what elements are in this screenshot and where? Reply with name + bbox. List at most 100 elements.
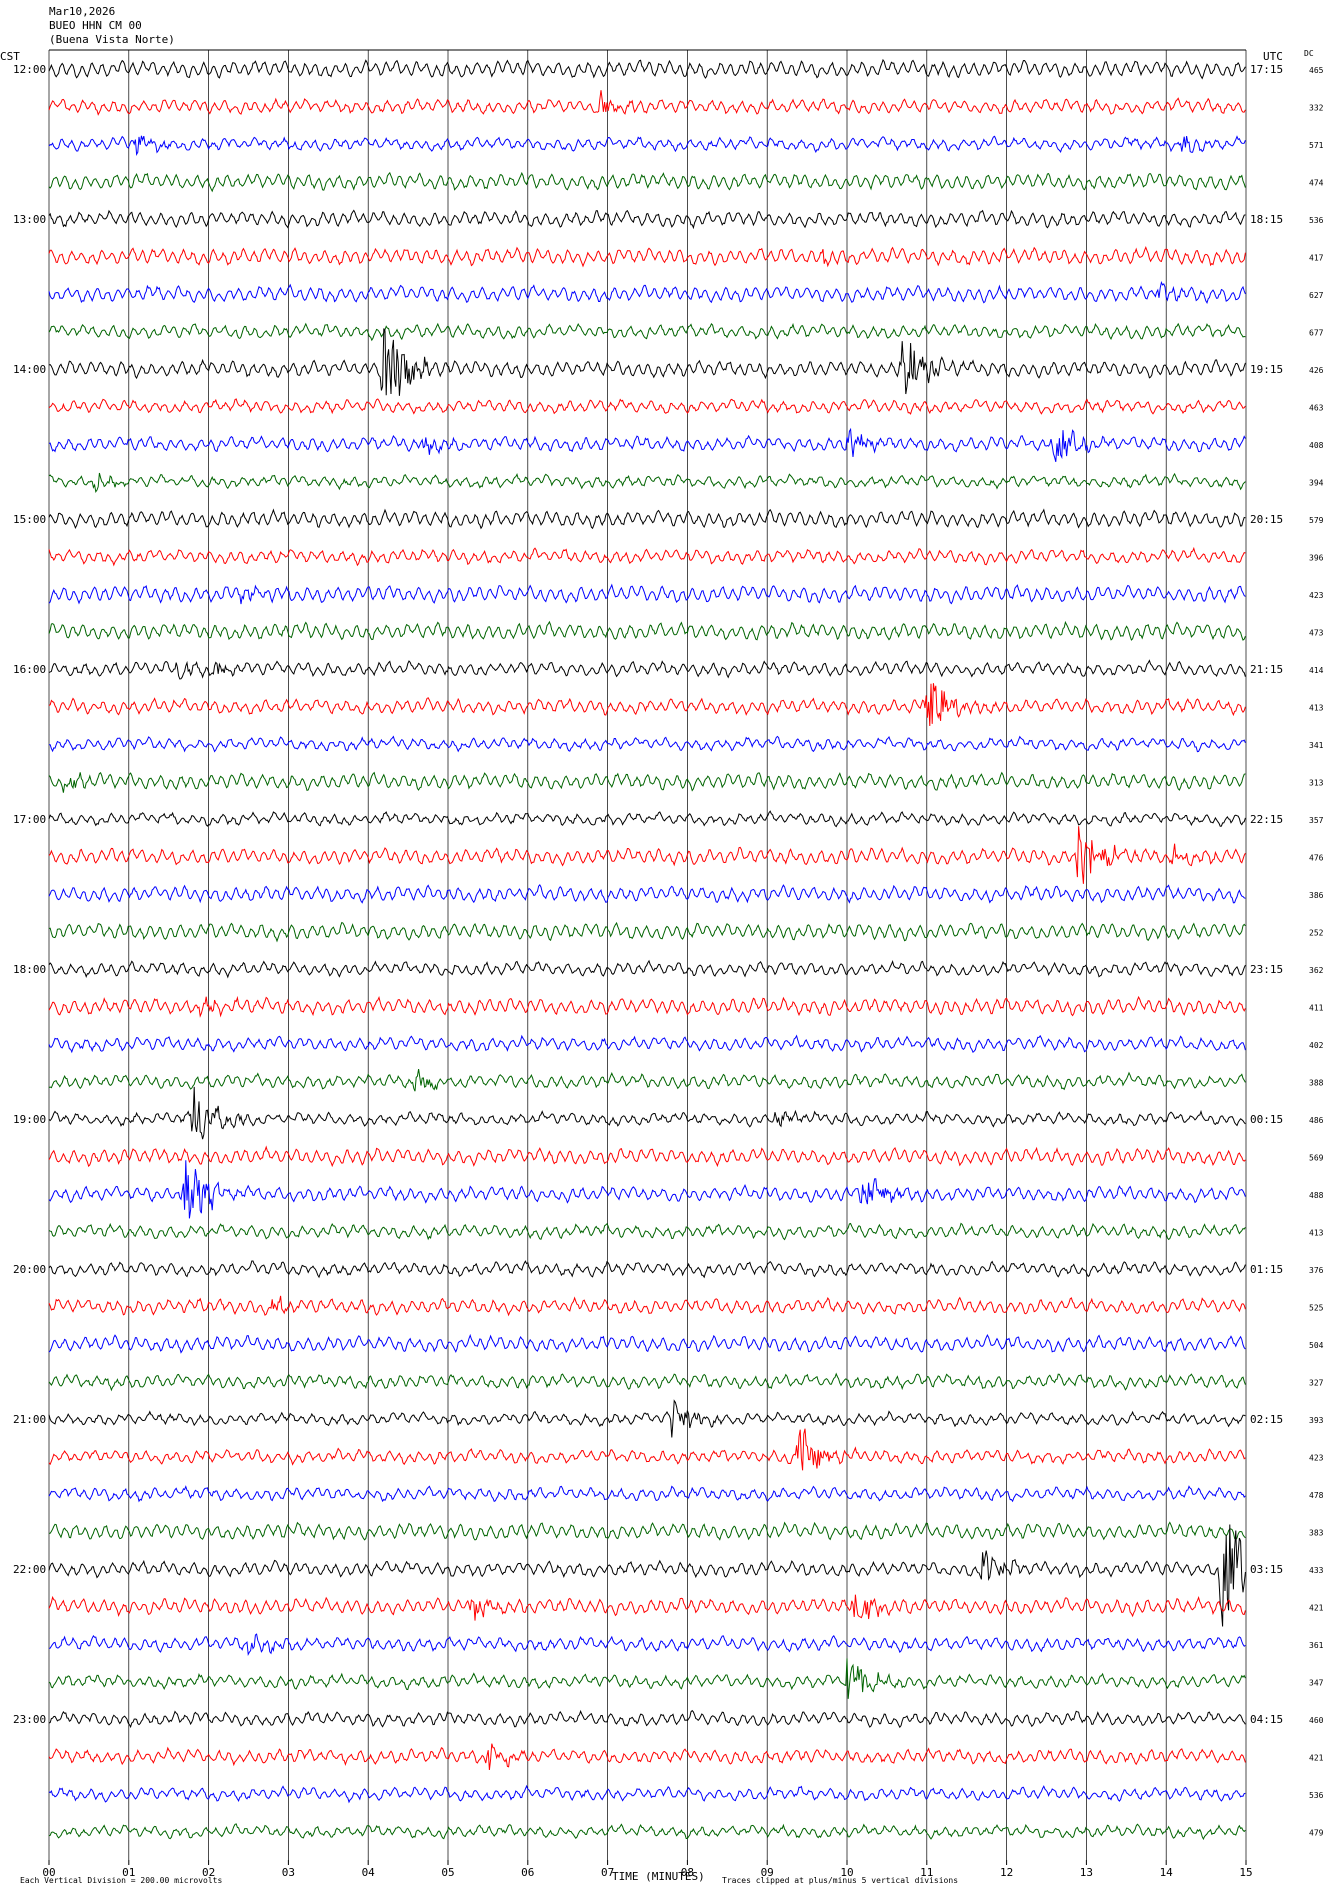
dc-offset-labels: 465 332 571 474 536 417 627 677 426 463 408 394 579 3… [1309, 66, 1324, 1838]
dc-offset-label: 362 [1309, 966, 1324, 975]
cst-hour-label: 15:00 [13, 513, 46, 526]
trace-line [48, 427, 1246, 463]
dc-offset-label: 386 [1309, 891, 1324, 900]
dc-offset-label: 421 [1309, 1604, 1324, 1613]
x-tick-label: 05 [441, 1866, 454, 1879]
trace-line [48, 135, 1246, 156]
x-axis-title: TIME (MINUTES) [612, 1870, 705, 1883]
cst-hour-label: 16:00 [13, 663, 46, 676]
seismic-traces [48, 58, 1246, 1841]
dc-offset-label: 504 [1309, 1341, 1324, 1350]
trace-line [48, 1372, 1246, 1392]
dc-offset-label: 393 [1309, 1416, 1324, 1425]
x-tick-label: 13 [1080, 1866, 1093, 1879]
x-tick-label: 11 [920, 1866, 933, 1879]
x-tick-label: 15 [1239, 1866, 1252, 1879]
trace-line [48, 659, 1246, 680]
dc-offset-label: 463 [1309, 404, 1324, 413]
trace-line [48, 1295, 1246, 1317]
cst-hour-label: 12:00 [13, 63, 46, 76]
trace-line [48, 583, 1246, 605]
utc-hour-label: 00:15 [1250, 1113, 1283, 1126]
x-tick-label: 00 [42, 1866, 55, 1879]
trace-line [48, 683, 1246, 727]
dc-offset-label: 465 [1309, 66, 1324, 75]
dc-offset-label: 423 [1309, 1454, 1324, 1463]
trace-line [48, 1333, 1246, 1354]
trace-line [48, 1633, 1246, 1656]
x-axis-ticks: 00 01 02 03 04 05 06 07 08 09 10 11 12 13 14 15 [42, 1860, 1253, 1879]
utc-hour-label: 03:15 [1250, 1563, 1283, 1576]
x-tick-label: 04 [362, 1866, 376, 1879]
dc-offset-label: 394 [1309, 479, 1324, 488]
trace-line [48, 1709, 1246, 1729]
utc-hour-label: 23:15 [1250, 963, 1283, 976]
dc-offset-label: 474 [1309, 179, 1324, 188]
dc-offset-label: 627 [1309, 291, 1324, 300]
dc-offset-label: 417 [1309, 254, 1324, 263]
dc-offset-label: 479 [1309, 1829, 1324, 1838]
cst-hour-label: 18:00 [13, 963, 46, 976]
right-timezone-label: UTC [1263, 50, 1283, 63]
cst-hour-label: 13:00 [13, 213, 46, 226]
trace-line [48, 1784, 1246, 1804]
utc-hour-label: 22:15 [1250, 813, 1283, 826]
trace-line [48, 1034, 1246, 1054]
trace-line [48, 826, 1246, 884]
dc-column-label: DC [1304, 49, 1314, 58]
dc-offset-label: 376 [1309, 1266, 1324, 1275]
trace-line [48, 1086, 1246, 1140]
dc-offset-label: 421 [1309, 1754, 1324, 1763]
left-timezone-label: CST [0, 50, 20, 63]
dc-offset-label: 396 [1309, 554, 1324, 563]
dc-offset-label: 252 [1309, 929, 1324, 938]
dc-offset-label: 357 [1309, 816, 1324, 825]
trace-line [48, 620, 1246, 641]
header-location: (Buena Vista Norte) [49, 33, 175, 46]
dc-offset-label: 414 [1309, 666, 1324, 675]
time-gridlines [48, 49, 1247, 1860]
x-tick-label: 02 [202, 1866, 215, 1879]
trace-line [48, 209, 1246, 230]
trace-line [48, 281, 1246, 305]
dc-offset-label: 332 [1309, 104, 1324, 113]
trace-line [48, 472, 1246, 493]
dc-offset-label: 413 [1309, 704, 1324, 713]
dc-offset-label: 408 [1309, 441, 1324, 450]
cst-hour-label: 23:00 [13, 1713, 46, 1726]
dc-offset-label: 383 [1309, 1529, 1324, 1538]
trace-line [48, 171, 1246, 193]
dc-offset-label: 473 [1309, 629, 1324, 638]
trace-line [48, 1428, 1246, 1471]
header-station: BUEO HHN CM 00 [49, 19, 142, 32]
trace-line [48, 1524, 1246, 1627]
trace-line [48, 246, 1246, 268]
utc-hour-label: 20:15 [1250, 513, 1283, 526]
dc-offset-label: 402 [1309, 1041, 1324, 1050]
trace-line [48, 1222, 1246, 1241]
dc-offset-label: 476 [1309, 854, 1324, 863]
utc-hour-label: 01:15 [1250, 1263, 1283, 1276]
trace-line [48, 1743, 1246, 1771]
trace-line [48, 58, 1246, 80]
utc-hour-label: 02:15 [1250, 1413, 1283, 1426]
trace-line [48, 1399, 1246, 1438]
dc-offset-label: 486 [1309, 1116, 1324, 1125]
dc-offset-label: 478 [1309, 1491, 1324, 1500]
trace-line [48, 771, 1246, 793]
cst-hour-label: 14:00 [13, 363, 46, 376]
utc-hour-label: 17:15 [1250, 63, 1283, 76]
dc-offset-label: 411 [1309, 1004, 1324, 1013]
dc-offset-label: 677 [1309, 329, 1324, 338]
footer-clip-note: Traces clipped at plus/minus 5 vertical … [722, 1876, 958, 1885]
dc-offset-label: 313 [1309, 779, 1324, 788]
dc-offset-label: 413 [1309, 1229, 1324, 1238]
utc-hour-label: 04:15 [1250, 1713, 1283, 1726]
trace-line [48, 90, 1246, 116]
trace-line [48, 1260, 1246, 1279]
dc-offset-label: 327 [1309, 1379, 1324, 1388]
trace-line [48, 1485, 1246, 1503]
dc-offset-label: 488 [1309, 1191, 1324, 1200]
cst-hour-label: 22:00 [13, 1563, 46, 1576]
cst-hour-label: 21:00 [13, 1413, 46, 1426]
